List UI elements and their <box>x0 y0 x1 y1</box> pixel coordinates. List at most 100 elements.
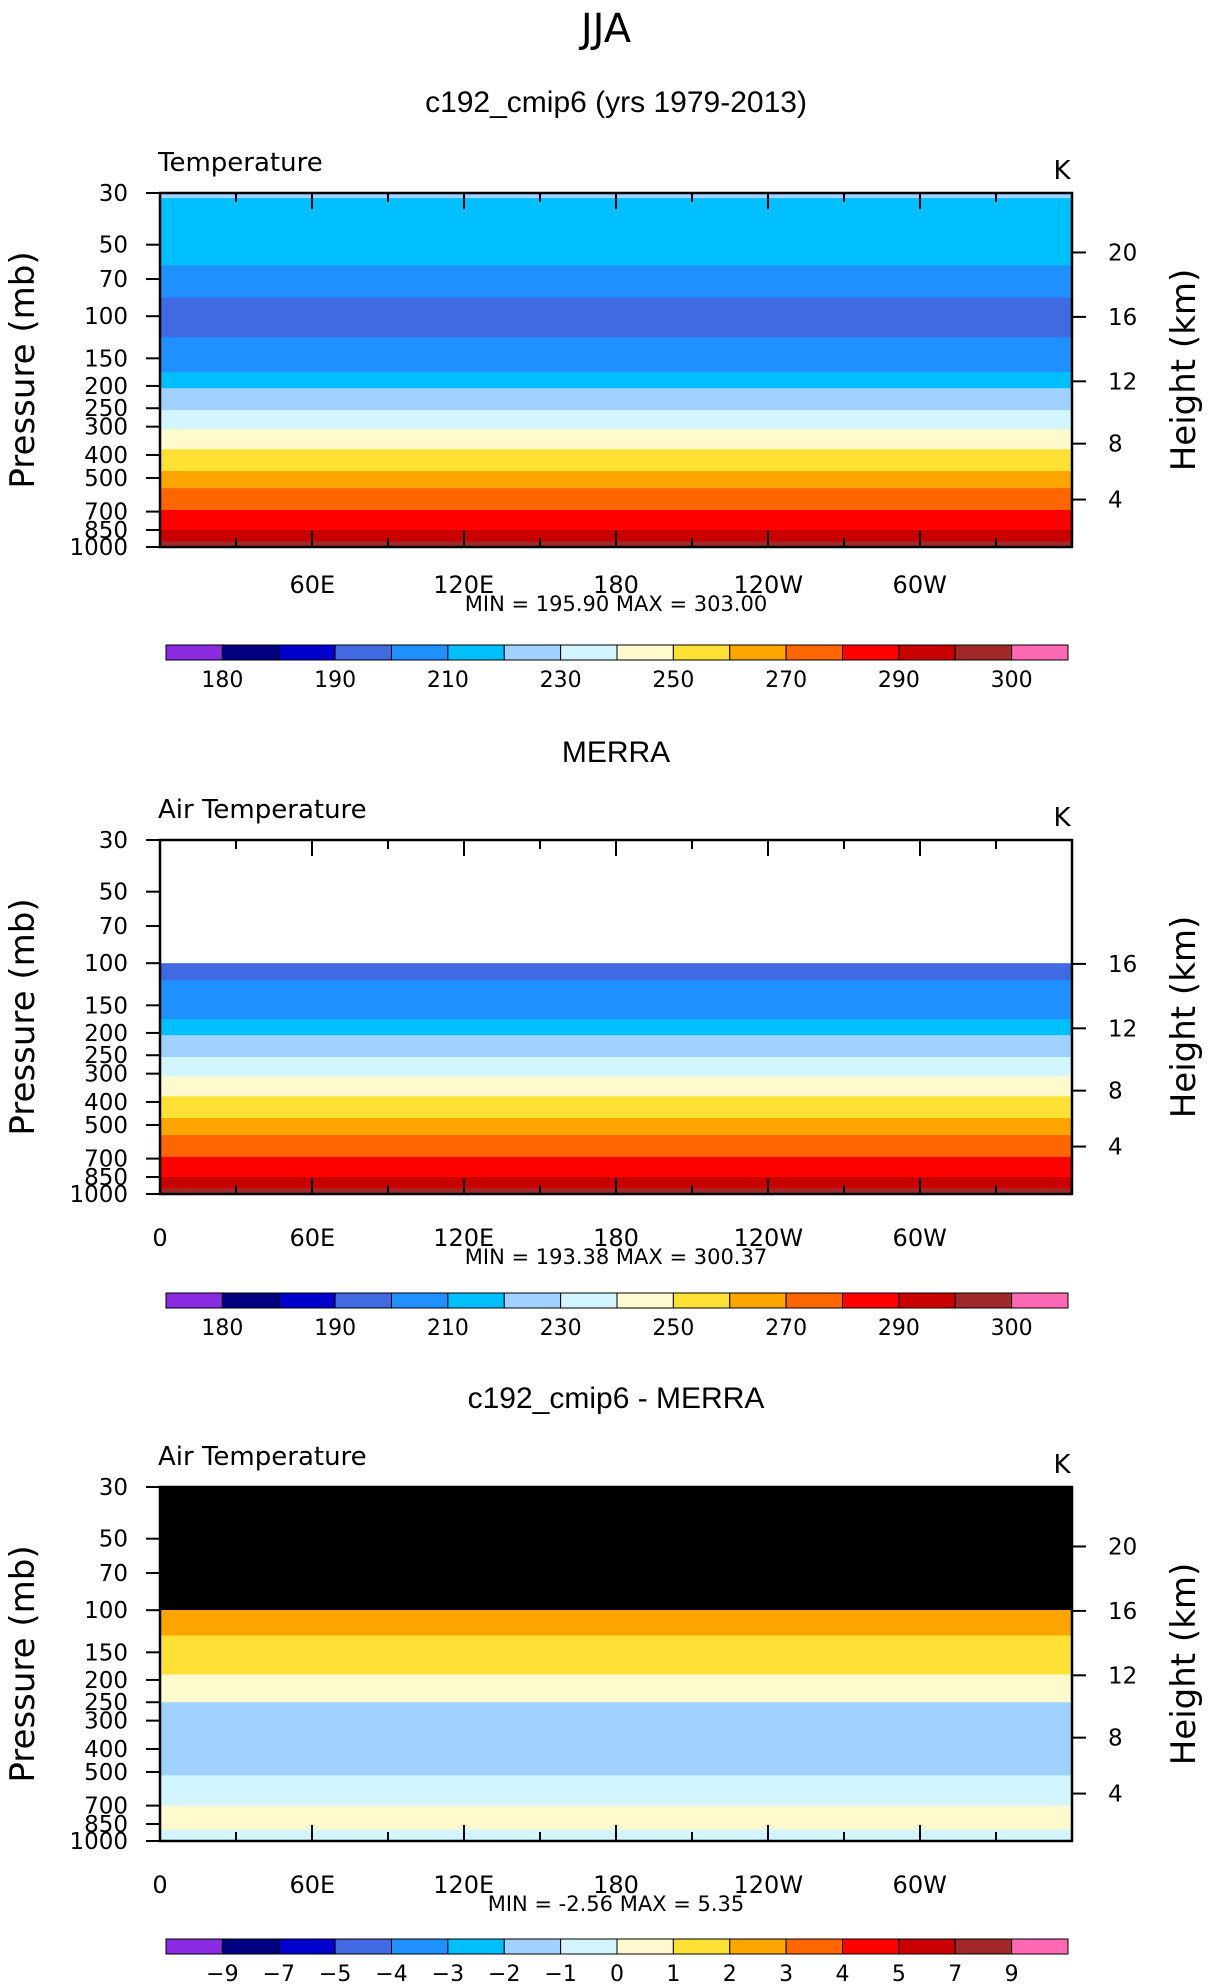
contour-band <box>160 963 1072 981</box>
colorbar-label: −4 <box>375 1962 407 1987</box>
colorbar-label: 300 <box>991 668 1033 693</box>
y2-tick-label: 12 <box>1108 1663 1137 1689</box>
colorbar-box <box>391 1292 449 1309</box>
y2-axis-title: Height (km) <box>1164 1563 1204 1766</box>
x-tick-label: 60W <box>893 1224 947 1252</box>
y-tick-label: 50 <box>99 233 128 259</box>
y-tick-label: 250 <box>84 1043 128 1069</box>
colorbar-label: 230 <box>540 668 582 693</box>
colorbar-label: 230 <box>540 1316 582 1341</box>
y-axis-title: Pressure (mb) <box>3 1545 43 1782</box>
y2-tick-label: 12 <box>1108 1016 1137 1042</box>
y2-tick-label: 8 <box>1108 1079 1123 1105</box>
colorbar-box <box>447 1938 505 1955</box>
y2-tick-label: 16 <box>1108 952 1137 978</box>
y-tick-label: 400 <box>84 1737 128 1763</box>
colorbar-box <box>842 1292 900 1309</box>
y2-tick-label: 4 <box>1108 1782 1123 1808</box>
colorbar-box <box>785 1292 843 1309</box>
contour-band <box>160 1726 1072 1776</box>
y-tick-label: 850 <box>84 518 128 544</box>
y-tick-label: 30 <box>99 181 128 207</box>
colorbar-label: 250 <box>652 1316 694 1341</box>
colorbar-label: −5 <box>319 1962 351 1987</box>
colorbar-box <box>221 1292 280 1309</box>
x-tick-label: 120E <box>433 1871 494 1899</box>
colorbar-box <box>503 644 562 661</box>
contour-band <box>160 1035 1072 1058</box>
colorbar-label: 290 <box>878 1316 920 1341</box>
y-tick-label: 100 <box>84 1598 128 1624</box>
colorbar-label: −9 <box>206 1962 238 1987</box>
y2-axis-title: Height (km) <box>1164 916 1204 1119</box>
colorbar-box <box>898 1292 956 1309</box>
colorbar-box <box>334 1938 392 1955</box>
colorbar-box <box>954 644 1013 661</box>
y-tick-label: 700 <box>84 500 128 526</box>
colorbar-box <box>278 1292 336 1309</box>
colorbar-box <box>729 1292 787 1309</box>
colorbar-label: 1 <box>666 1962 680 1987</box>
contour-band <box>160 488 1072 511</box>
colorbar-box <box>165 1292 223 1309</box>
contour-band <box>160 1118 1072 1136</box>
colorbar-box <box>1011 1938 1069 1955</box>
colorbar-label: 3 <box>779 1962 793 1987</box>
y-axis-title: Pressure (mb) <box>3 898 43 1135</box>
colorbar-label: 180 <box>201 668 243 693</box>
x-tick-label: 120E <box>433 571 494 599</box>
colorbar-label: 190 <box>314 1316 356 1341</box>
y2-axis-title: Height (km) <box>1164 269 1204 472</box>
y-tick-label: 400 <box>84 443 128 469</box>
x-tick-label: 60W <box>893 571 947 599</box>
y-tick-label: 150 <box>84 1640 128 1666</box>
units-label: K <box>1053 803 1071 833</box>
colorbar-box <box>672 1938 731 1955</box>
y-tick-label: 200 <box>84 1668 128 1694</box>
colorbar-label: 7 <box>948 1962 962 1987</box>
colorbar-box <box>447 644 505 661</box>
y-tick-label: 300 <box>84 1709 128 1735</box>
colorbar-box <box>616 1938 674 1955</box>
y2-tick-label: 4 <box>1108 488 1123 514</box>
colorbar-box <box>616 644 674 661</box>
panel-title: MERRA <box>562 736 670 769</box>
colorbar-label: −3 <box>432 1962 464 1987</box>
colorbar-box <box>729 1938 787 1955</box>
contour-band <box>160 509 1072 531</box>
contour-band <box>160 265 1072 299</box>
y2-tick-label: 4 <box>1108 1135 1123 1161</box>
colorbar-label: 210 <box>427 1316 469 1341</box>
y-tick-label: 70 <box>99 267 128 293</box>
y-tick-label: 250 <box>84 1690 128 1716</box>
y-axis-title: Pressure (mb) <box>3 251 43 488</box>
colorbar-label: 300 <box>991 1316 1033 1341</box>
y-tick-label: 300 <box>84 415 128 441</box>
contour-band <box>160 372 1072 389</box>
x-tick-label: 60E <box>289 1871 335 1899</box>
min-max-stats: MIN = 193.38 MAX = 300.37 <box>465 1245 767 1269</box>
panel-title: c192_cmip6 - MERRA <box>468 1382 765 1415</box>
panel-title: c192_cmip6 (yrs 1979-2013) <box>425 86 807 119</box>
units-label: K <box>1053 156 1071 186</box>
colorbar-box <box>898 1938 956 1955</box>
contour-band <box>160 429 1072 450</box>
contour-band <box>160 1610 1072 1637</box>
masked-region <box>160 1487 1072 1611</box>
x-tick-label: 180 <box>593 571 639 599</box>
y2-tick-label: 8 <box>1108 1726 1123 1752</box>
colorbar-label: 270 <box>765 1316 807 1341</box>
contour-band <box>160 297 1072 338</box>
y2-tick-label: 20 <box>1108 240 1137 266</box>
panels: c192_cmip6 (yrs 1979-2013) Temperature K 60… <box>3 86 1204 1987</box>
y-tick-label: 100 <box>84 951 128 977</box>
min-max-stats: MIN = -2.56 MAX = 5.35 <box>488 1892 745 1916</box>
x-tick-label: 120E <box>433 1224 494 1252</box>
colorbar-box <box>221 644 280 661</box>
colorbar-label: 290 <box>878 668 920 693</box>
y-tick-label: 1000 <box>69 535 128 561</box>
colorbar-label: 4 <box>836 1962 850 1987</box>
x-tick-label: 60E <box>289 571 335 599</box>
colorbar-box <box>334 644 392 661</box>
